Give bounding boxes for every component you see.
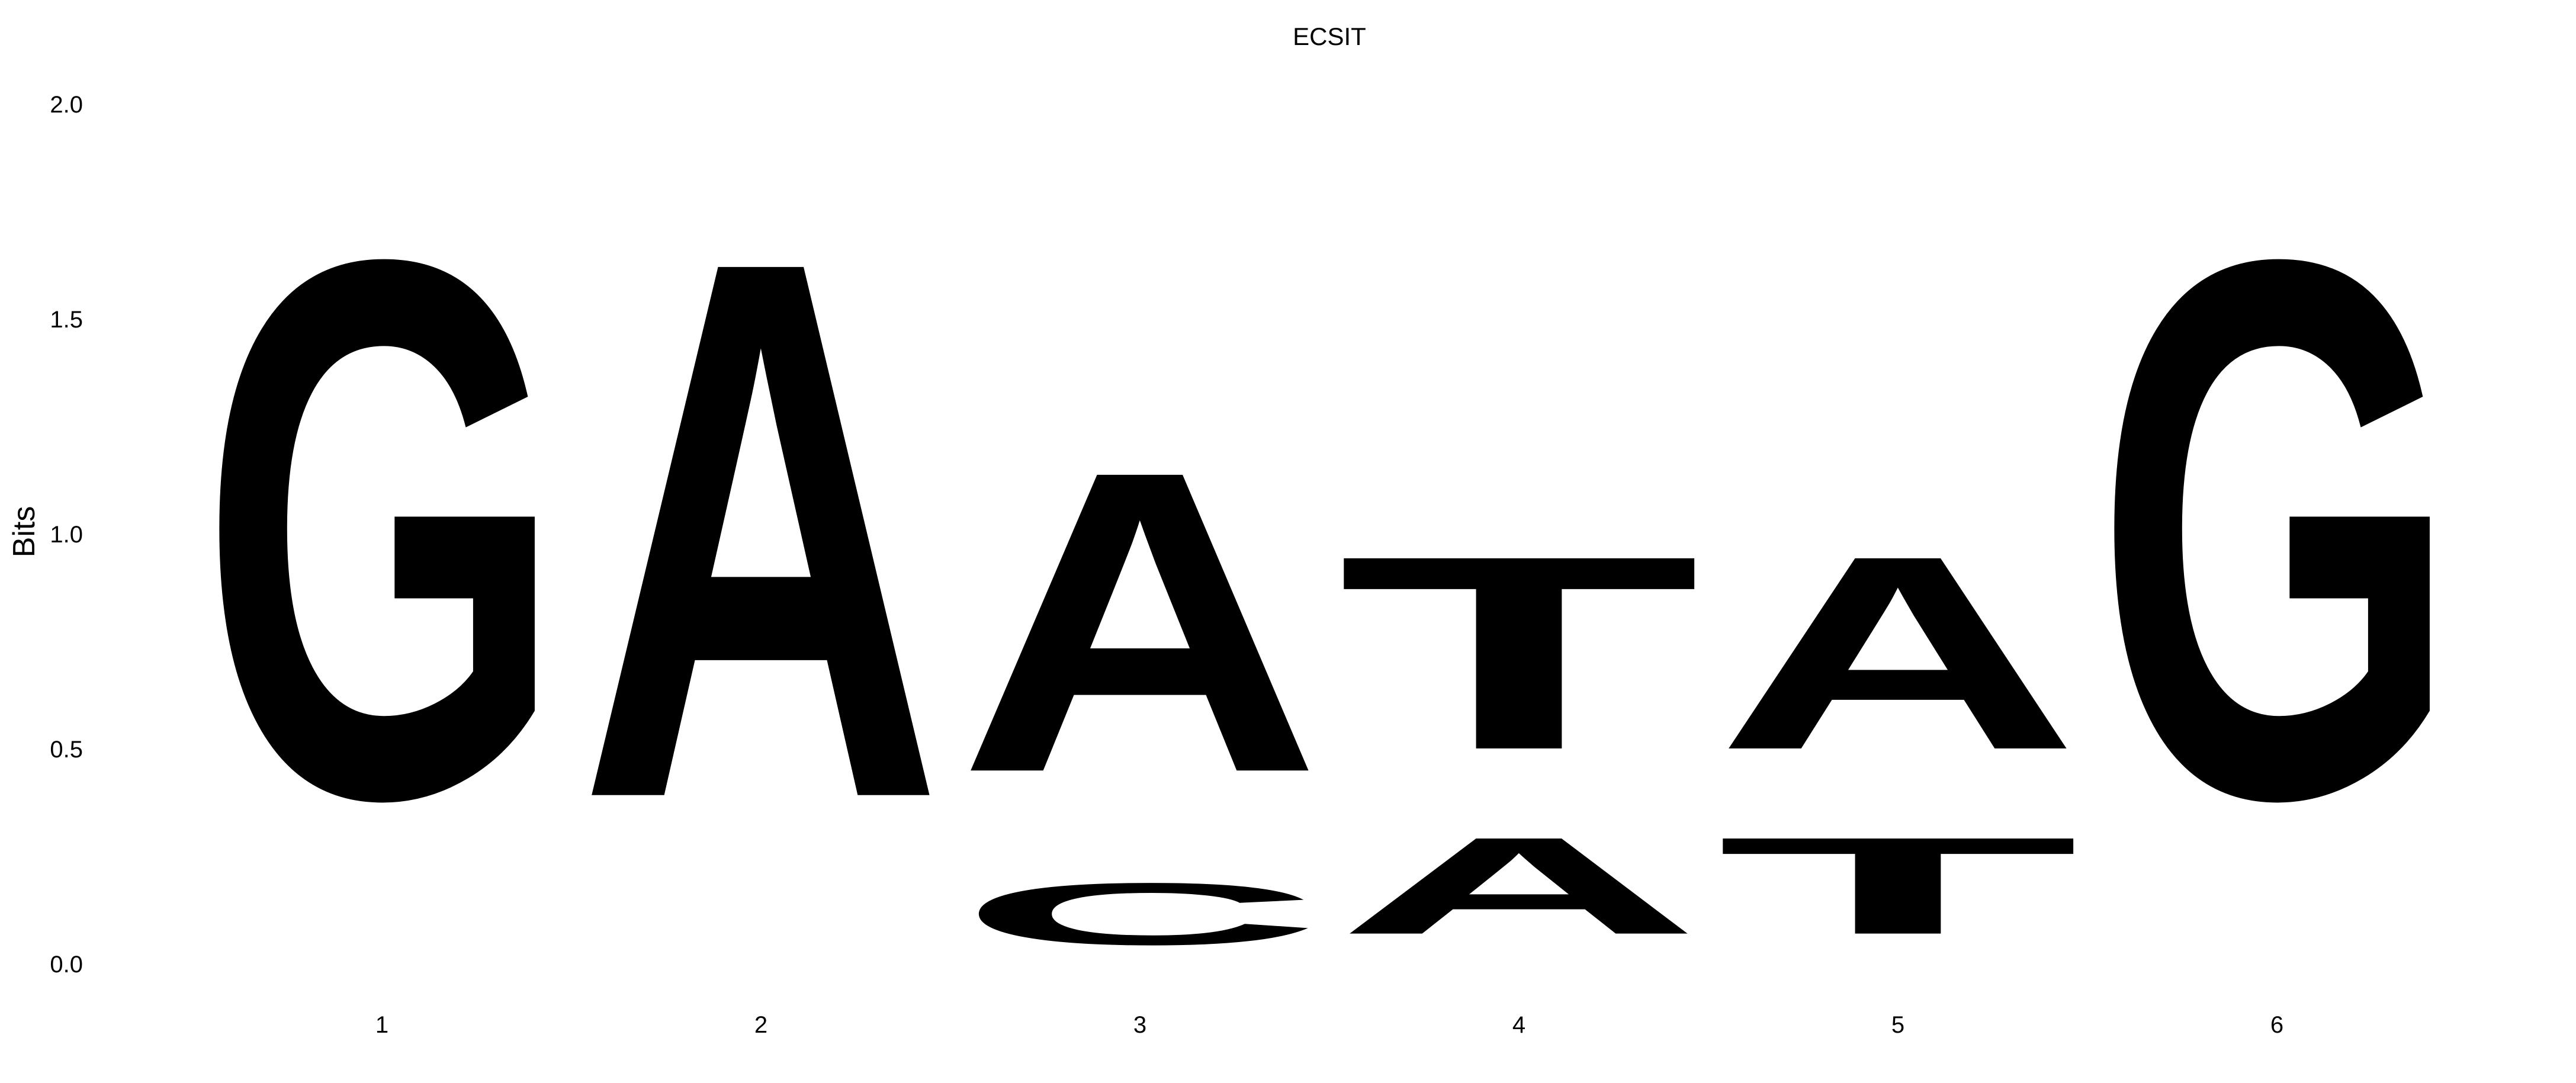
y-axis-ticks: 0.0 0.5 1.0 1.5 2.0 bbox=[50, 92, 83, 978]
x-tick-label: 3 bbox=[1133, 1012, 1146, 1038]
y-tick-label: 2.0 bbox=[50, 92, 83, 118]
logo-letter-a: A bbox=[958, 381, 1322, 862]
x-tick-label: 4 bbox=[1512, 1012, 1525, 1038]
logo-letter-t: T bbox=[1337, 499, 1701, 807]
logo-letter-g: G bbox=[200, 101, 564, 958]
logo-letter-t: T bbox=[1716, 809, 2080, 963]
y-tick-label: 0.5 bbox=[50, 737, 83, 763]
logo-letter-c: C bbox=[958, 865, 1322, 963]
y-tick-label: 1.5 bbox=[50, 307, 83, 333]
x-tick-label: 5 bbox=[1891, 1012, 1904, 1038]
x-tick-label: 2 bbox=[754, 1012, 767, 1038]
x-tick-label: 1 bbox=[375, 1012, 388, 1038]
logo-letter-a: A bbox=[579, 101, 943, 958]
y-tick-label: 1.0 bbox=[50, 522, 83, 548]
logo-letter-a: A bbox=[1337, 809, 1701, 963]
y-axis-label: Bits bbox=[7, 506, 41, 558]
x-axis-ticks: 1 2 3 4 5 6 bbox=[375, 1012, 2283, 1038]
x-tick-label: 6 bbox=[2270, 1012, 2283, 1038]
chart-title: ECSIT bbox=[1293, 23, 1366, 50]
logo-letter-g: G bbox=[2095, 101, 2459, 958]
y-tick-label: 0.0 bbox=[50, 952, 83, 978]
logo-letter-a: A bbox=[1716, 499, 2080, 807]
